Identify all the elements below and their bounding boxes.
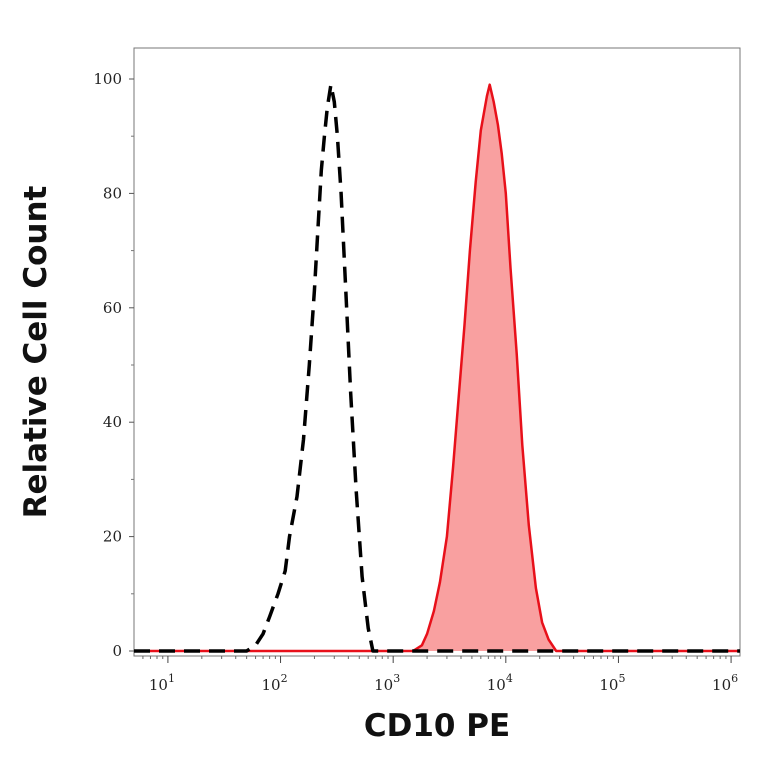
- x-axis-title: CD10 PE: [364, 708, 510, 744]
- y-tick-label: 100: [93, 70, 122, 88]
- y-tick-label: 60: [103, 299, 122, 317]
- x-tick-label: 106: [712, 672, 738, 694]
- x-tick-label: 103: [374, 672, 400, 694]
- y-tick-label: 20: [103, 528, 122, 546]
- y-axis-title: Relative Cell Count: [18, 185, 54, 518]
- y-tick-label: 0: [112, 642, 122, 660]
- y-tick-label: 80: [103, 184, 122, 202]
- series-1-area: [134, 84, 740, 651]
- x-tick-label: 105: [599, 672, 625, 694]
- series-0-line: [134, 82, 740, 653]
- y-tick-label: 40: [103, 413, 122, 431]
- x-axis: 101 102 103 104 105 106: [142, 656, 738, 694]
- x-tick-label: 101: [149, 672, 175, 694]
- y-axis: 0 20 40 60 80 100: [93, 70, 134, 660]
- x-tick-label: 104: [487, 672, 513, 694]
- series-layer: [134, 82, 740, 653]
- plot-frame: [133, 47, 741, 657]
- x-tick-label: 102: [261, 672, 287, 694]
- series-1-line: [134, 83, 740, 653]
